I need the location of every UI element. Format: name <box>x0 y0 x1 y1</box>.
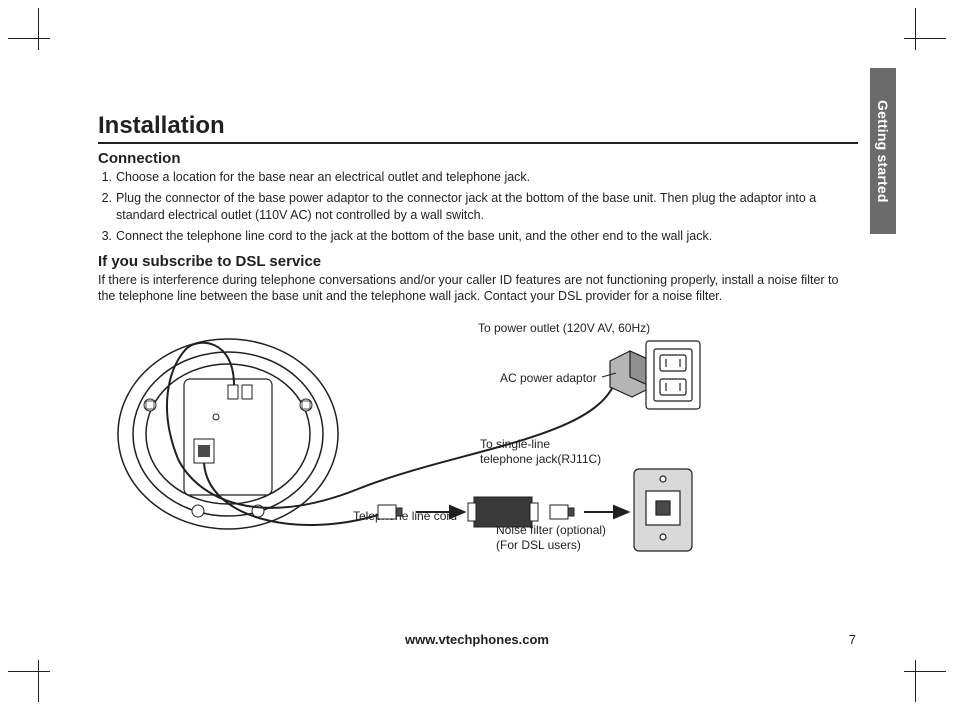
phone-wall-jack-icon <box>634 469 692 551</box>
section-tab: Getting started <box>870 68 896 234</box>
step-3: 3.Connect the telephone line cord to the… <box>98 228 858 245</box>
connection-heading: Connection <box>98 150 858 167</box>
content-area: Installation Connection 1.Choose a locat… <box>98 112 858 579</box>
dsl-block: If you subscribe to DSL service If there… <box>98 253 858 306</box>
page-title: Installation <box>98 112 858 144</box>
diagram-svg <box>98 319 738 579</box>
footer-url: www.vtechphones.com <box>0 632 954 647</box>
step-3-text: Connect the telephone line cord to the j… <box>116 228 858 245</box>
footer-page-number: 7 <box>849 632 856 647</box>
dsl-body: If there is interference during telephon… <box>98 272 858 306</box>
installation-diagram: To power outlet (120V AV, 60Hz) AC power… <box>98 319 858 579</box>
rj11-plug-icon <box>378 505 402 519</box>
section-tab-label: Getting started <box>875 100 891 203</box>
noise-filter-icon <box>468 497 538 527</box>
power-outlet-icon <box>646 341 700 409</box>
step-2: 2.Plug the connector of the base power a… <box>98 190 858 224</box>
dsl-heading: If you subscribe to DSL service <box>98 253 858 270</box>
step-1-text: Choose a location for the base near an e… <box>116 169 858 186</box>
connection-steps: 1.Choose a location for the base near an… <box>98 169 858 245</box>
step-2-text: Plug the connector of the base power ada… <box>116 190 858 224</box>
step-1: 1.Choose a location for the base near an… <box>98 169 858 186</box>
